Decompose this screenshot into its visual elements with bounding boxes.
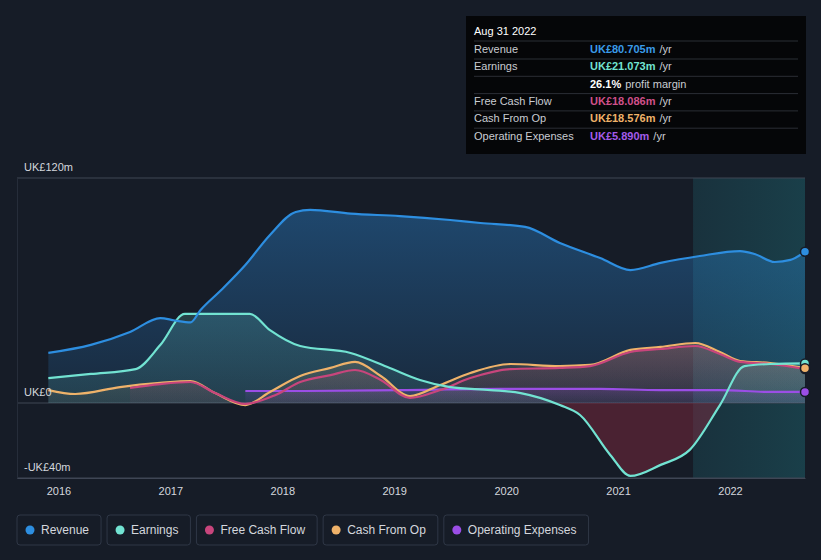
legend-label: Revenue <box>41 523 89 537</box>
legend-box <box>323 515 438 545</box>
x-tick: 2021 <box>606 478 630 497</box>
y-tick: -UK£40m <box>17 461 70 479</box>
legend-label: Cash From Op <box>347 523 426 537</box>
end-marker <box>801 387 810 396</box>
tooltip-label: Cash From Op <box>474 112 546 124</box>
tooltip-unit: /yr <box>659 60 672 72</box>
x-tick-label: 2017 <box>159 485 183 497</box>
tooltip-value: 26.1% <box>590 78 621 90</box>
tooltip: Aug 31 2022 Revenue UK£80.705m/yr Earnings U… <box>466 16 806 154</box>
tooltip-unit: /yr <box>659 112 672 124</box>
tooltip-label: Earnings <box>474 60 518 72</box>
tooltip-value-text: UK£18.086m/yr <box>590 95 672 107</box>
area-negative <box>130 403 805 404</box>
end-markers <box>801 247 810 396</box>
y-axis-line <box>17 179 18 479</box>
area-negative <box>48 403 805 476</box>
grid-line <box>17 178 805 179</box>
x-axis-line <box>18 478 806 479</box>
tooltip-value-text: UK£5.890m/yr <box>590 130 666 142</box>
legend-box <box>107 515 190 545</box>
series-line <box>48 343 805 405</box>
legend-label: Operating Expenses <box>468 523 577 537</box>
x-tick-label: 2019 <box>382 485 406 497</box>
x-tick-label: 2021 <box>606 485 630 497</box>
legend-swatch <box>452 526 461 535</box>
y-tick: UK£120m <box>17 161 73 179</box>
x-tick: 2022 <box>718 478 742 497</box>
x-tick: 2020 <box>494 478 518 497</box>
x-tick: 2018 <box>271 478 295 497</box>
y-tick-label: UK£120m <box>24 161 73 173</box>
end-marker <box>801 365 810 374</box>
legend-item: Cash From Op <box>323 515 438 545</box>
legend-swatch <box>332 526 341 535</box>
tooltip-label: Revenue <box>474 43 518 55</box>
tooltip-value: UK£18.086m <box>590 95 656 107</box>
y-axis: -UK£40m UK£0 UK£120m <box>17 161 73 479</box>
area-negative <box>48 403 805 405</box>
legend-box <box>17 515 101 545</box>
series-line <box>48 210 805 353</box>
y-tick: UK£0 <box>17 386 52 404</box>
tooltip-value-text: 26.1% profit margin <box>590 78 686 90</box>
tooltip-value: UK£80.705m <box>590 43 656 55</box>
legend-label: Free Cash Flow <box>220 523 305 537</box>
legend-item: Earnings <box>107 515 190 545</box>
legend: Revenue Earnings Free Cash Flow Cash From O… <box>17 515 589 545</box>
tooltip-title: Aug 31 2022 <box>474 25 536 37</box>
x-tick-label: 2016 <box>47 485 71 497</box>
series-line <box>48 314 805 476</box>
grid <box>17 178 805 478</box>
marks <box>48 210 805 476</box>
series-line <box>245 389 805 392</box>
legend-box <box>196 515 317 545</box>
y-tick-label: UK£0 <box>24 386 52 398</box>
x-tick: 2019 <box>382 478 406 497</box>
end-marker <box>801 247 810 256</box>
area-positive <box>48 314 805 403</box>
tooltip-value: UK£21.073m <box>590 60 656 72</box>
tooltip-unit: profit margin <box>625 78 686 90</box>
tooltip-value: UK£5.890m <box>590 130 650 142</box>
x-tick: 2017 <box>159 478 183 497</box>
area-positive <box>245 389 805 403</box>
tooltip-unit: /yr <box>659 43 672 55</box>
end-marker <box>801 364 810 373</box>
legend-swatch <box>26 526 35 535</box>
legend-box <box>444 515 589 545</box>
tooltip-label: Operating Expenses <box>474 130 574 142</box>
area-positive <box>48 343 805 403</box>
tooltip-value-text: UK£18.576m/yr <box>590 112 672 124</box>
x-tick: 2016 <box>47 478 71 497</box>
grid-line <box>17 478 805 479</box>
x-axis: 2016 2017 2018 2019 2020 2021 2022 <box>18 478 806 497</box>
legend-item: Free Cash Flow <box>196 515 317 545</box>
tooltip-box <box>466 16 806 154</box>
legend-swatch <box>116 526 125 535</box>
legend-item: Operating Expenses <box>444 515 589 545</box>
legend-label: Earnings <box>131 523 178 537</box>
y-tick-label: -UK£40m <box>24 461 70 473</box>
legend-item: Revenue <box>17 515 101 545</box>
tooltip-separator <box>474 41 798 42</box>
series-line <box>130 346 805 404</box>
x-tick-label: 2020 <box>494 485 518 497</box>
tooltip-label: Free Cash Flow <box>474 95 552 107</box>
chart-container: -UK£40mUK£0UK£120m2016201720182019202020… <box>0 0 821 560</box>
x-tick-label: 2022 <box>718 485 742 497</box>
x-tick-label: 2018 <box>271 485 295 497</box>
tooltip-unit: /yr <box>653 130 666 142</box>
chart-svg: -UK£40mUK£0UK£120m2016201720182019202020… <box>0 0 821 560</box>
tooltip-value: UK£18.576m <box>590 112 656 124</box>
tooltip-value-text: UK£80.705m/yr <box>590 43 672 55</box>
tooltip-value-text: UK£21.073m/yr <box>590 60 672 72</box>
background <box>0 0 821 560</box>
legend-swatch <box>205 526 214 535</box>
tooltip-unit: /yr <box>659 95 672 107</box>
